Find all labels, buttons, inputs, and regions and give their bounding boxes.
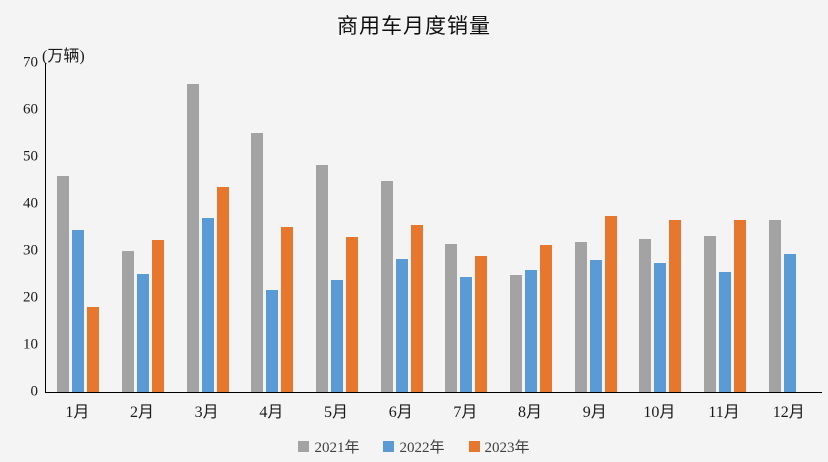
bar-group <box>563 63 628 392</box>
y-tick-label: 20 <box>23 289 38 306</box>
bar-2021年-7月 <box>445 243 458 392</box>
bar-group <box>175 63 240 392</box>
bar-group <box>240 63 305 392</box>
legend-item: 2022年 <box>383 436 445 457</box>
x-tick-label: 4月 <box>259 404 284 421</box>
x-tick-label: 9月 <box>582 404 607 421</box>
bar-2021年-8月 <box>510 275 523 392</box>
bar-2022年-9月 <box>589 260 602 392</box>
y-tick-label: 0 <box>30 383 39 400</box>
bar-2023年-3月 <box>216 186 229 392</box>
chart-title: 商用车月度销量 <box>337 14 491 38</box>
legend-label: 2021年 <box>314 440 360 456</box>
bar-group <box>46 63 111 392</box>
bar-2022年-10月 <box>654 263 667 392</box>
bar-2023年-5月 <box>346 236 359 392</box>
y-tick-label: 70 <box>23 54 38 71</box>
bar-2021年-9月 <box>574 242 587 392</box>
bar-2021年-12月 <box>768 220 781 392</box>
bar-2023年-11月 <box>734 219 747 392</box>
y-tick-label: 10 <box>23 336 38 353</box>
bar-2022年-3月 <box>201 217 214 392</box>
bar-2021年-10月 <box>639 238 652 392</box>
x-tick-label: 7月 <box>453 404 478 421</box>
bar-2022年-8月 <box>525 270 538 392</box>
legend-item: 2021年 <box>298 436 359 457</box>
x-tick-label: 11月 <box>708 404 740 421</box>
bar-2021年-5月 <box>316 165 329 392</box>
x-tick-label: 5月 <box>324 404 349 421</box>
bar-2023年-1月 <box>87 306 100 392</box>
x-tick-label: 12月 <box>772 404 805 421</box>
bar-2021年-1月 <box>57 176 70 392</box>
legend-label: 2022年 <box>399 440 445 456</box>
y-tick-label: 50 <box>23 148 38 165</box>
bar-group <box>434 63 499 392</box>
bar-2023年-6月 <box>410 224 423 392</box>
bar-2021年-3月 <box>186 84 199 392</box>
legend-swatch-icon <box>298 441 310 452</box>
bar-group <box>757 63 822 392</box>
y-tick-label: 60 <box>23 101 38 118</box>
x-tick-label: 6月 <box>388 404 413 421</box>
y-tick-label: 30 <box>23 242 38 259</box>
bar-2023年-10月 <box>669 219 682 392</box>
x-tick-label: 8月 <box>518 404 543 421</box>
y-axis-unit-label: (万辆) <box>42 48 85 65</box>
bar-2022年-1月 <box>72 229 85 392</box>
bar-2022年-11月 <box>719 272 732 392</box>
bar-2022年-7月 <box>460 276 473 392</box>
bar-2021年-11月 <box>704 235 717 392</box>
x-axis-labels: 1月 2月 3月 4月 5月 6月 7月 8月 9月 10月 11月 12月 <box>45 398 821 422</box>
legend: 2021年 2022年 2023年 <box>0 436 828 457</box>
bar-group <box>499 63 564 392</box>
x-tick-label: 1月 <box>65 404 90 421</box>
bar-group <box>369 63 434 392</box>
bar-2022年-2月 <box>137 274 149 392</box>
legend-item: 2023年 <box>468 436 530 457</box>
y-axis-labels: 0 10 20 30 40 50 60 70 <box>0 55 38 399</box>
bar-group <box>628 63 693 392</box>
legend-label: 2023年 <box>484 440 530 456</box>
bar-2023年-9月 <box>604 216 617 392</box>
bar-group <box>305 63 370 392</box>
legend-swatch-icon <box>468 441 480 452</box>
bar-2021年-2月 <box>122 251 134 392</box>
plot-area <box>45 63 822 393</box>
bar-2022年-5月 <box>331 279 344 392</box>
bar-2023年-7月 <box>475 256 488 392</box>
x-tick-label: 10月 <box>643 404 676 421</box>
bar-2022年-6月 <box>395 259 408 392</box>
x-tick-label: 2月 <box>130 404 155 421</box>
bar-group <box>111 63 176 392</box>
bar-2021年-6月 <box>380 181 393 392</box>
legend-swatch-icon <box>383 441 395 452</box>
bar-2022年-4月 <box>266 289 279 392</box>
x-tick-label: 3月 <box>194 404 219 421</box>
bar-group <box>693 63 758 392</box>
y-tick-label: 40 <box>23 195 38 212</box>
bar-2023年-2月 <box>152 239 164 392</box>
bar-2021年-4月 <box>251 133 264 392</box>
bar-2022年-12月 <box>783 254 796 392</box>
bar-2023年-8月 <box>540 245 553 392</box>
bar-2023年-4月 <box>281 227 294 392</box>
